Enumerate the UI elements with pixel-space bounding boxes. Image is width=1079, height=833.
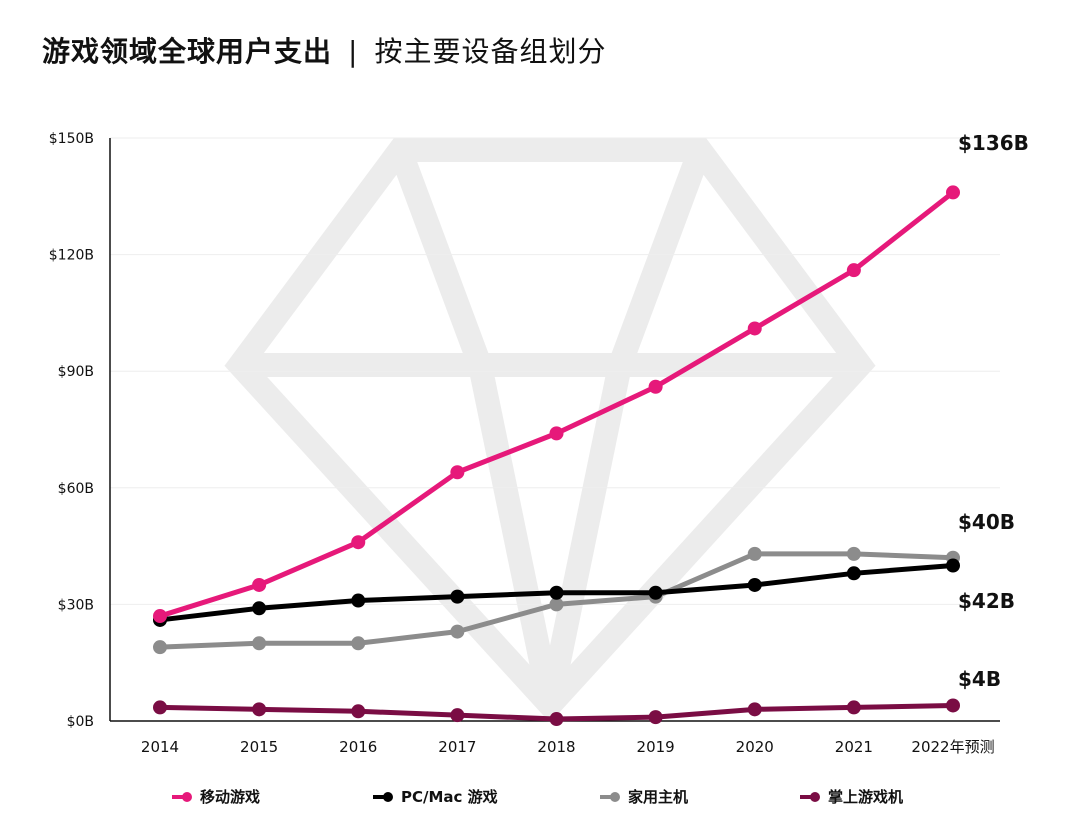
x-tick-label: 2017 [438, 738, 476, 756]
legend-swatch [600, 791, 620, 802]
data-point [946, 698, 960, 713]
data-point [846, 566, 861, 581]
data-point [153, 609, 167, 624]
data-point [549, 585, 564, 600]
data-point [252, 702, 267, 717]
data-point [549, 712, 564, 727]
series-lines [153, 185, 960, 727]
data-point [351, 636, 366, 651]
x-tick-label: 2015 [240, 738, 278, 756]
end-label: $40B [958, 510, 1015, 534]
x-tick-label: 2022年预测 [911, 738, 994, 756]
x-tick-label: 2019 [637, 738, 675, 756]
x-tick-label: 2018 [537, 738, 575, 756]
data-point [450, 465, 465, 480]
legend-swatch [172, 791, 192, 802]
legend-label: PC/Mac 游戏 [401, 788, 498, 806]
legend-item: 掌上游戏机 [800, 786, 903, 807]
series-3 [153, 698, 960, 727]
y-axis: $0B $30B $60B $90B $120B $150B [49, 131, 1000, 730]
legend: 移动游戏 PC/Mac 游戏 家用主机 掌上游戏机 [0, 786, 1079, 814]
data-point [946, 558, 960, 573]
title-separator: | [348, 35, 359, 68]
x-tick-label: 2014 [141, 738, 179, 756]
diamond-watermark [224, 138, 876, 723]
end-labels: $136B $40B $42B $4B [958, 131, 1029, 691]
chart-title: 游戏领域全球用户支出 | 按主要设备组划分 [42, 30, 606, 70]
x-tick-label: 2021 [835, 738, 873, 756]
y-tick-label: $150B [49, 131, 94, 147]
data-point [351, 704, 366, 719]
data-point [648, 379, 663, 394]
grid-lines [110, 137, 1000, 605]
y-tick-label: $30B [58, 597, 94, 613]
title-main: 游戏领域全球用户支出 [42, 35, 333, 68]
title-subtitle: 按主要设备组划分 [374, 35, 607, 68]
data-point [351, 535, 366, 550]
data-point [549, 426, 564, 441]
legend-item: PC/Mac 游戏 [373, 786, 498, 807]
x-tick-label: 2016 [339, 738, 377, 756]
y-tick-label: $0B [67, 714, 94, 730]
x-axis: 2014 2015 2016 2017 2018 2019 2020 2021 2022年预测 [141, 738, 995, 756]
end-label: $42B [958, 589, 1015, 613]
end-label: $4B [958, 667, 1001, 691]
y-tick-label: $90B [58, 364, 94, 380]
legend-label: 掌上游戏机 [828, 788, 904, 806]
x-tick-label: 2020 [736, 738, 774, 756]
data-point [450, 708, 465, 723]
data-point [549, 597, 564, 612]
legend-label: 家用主机 [628, 788, 689, 806]
legend-item: 移动游戏 [172, 786, 260, 807]
data-point [153, 640, 167, 655]
data-point [846, 263, 861, 278]
legend-swatch [373, 791, 393, 802]
end-label: $136B [958, 131, 1029, 155]
legend-item: 家用主机 [600, 786, 688, 807]
data-point [252, 636, 267, 651]
data-point [946, 185, 960, 200]
data-point [351, 593, 366, 608]
data-point [846, 546, 861, 561]
y-tick-label: $120B [49, 248, 94, 264]
data-point [747, 321, 762, 336]
legend-swatch [800, 791, 820, 802]
data-point [153, 700, 167, 715]
data-point [450, 624, 465, 639]
data-point [450, 589, 465, 604]
series-0 [153, 185, 960, 624]
line-chart: $0B$30B$60B$90B$120B$150B 2014 2015 2016 20… [49, 131, 1029, 756]
data-point [846, 700, 861, 715]
data-point [747, 546, 762, 561]
legend-label: 移动游戏 [200, 788, 261, 806]
y-tick-label: $60B [58, 481, 94, 497]
data-point [747, 702, 762, 717]
data-point [648, 710, 663, 725]
data-point [648, 585, 663, 600]
data-point [252, 601, 267, 616]
data-point [252, 577, 267, 592]
data-point [747, 577, 762, 592]
